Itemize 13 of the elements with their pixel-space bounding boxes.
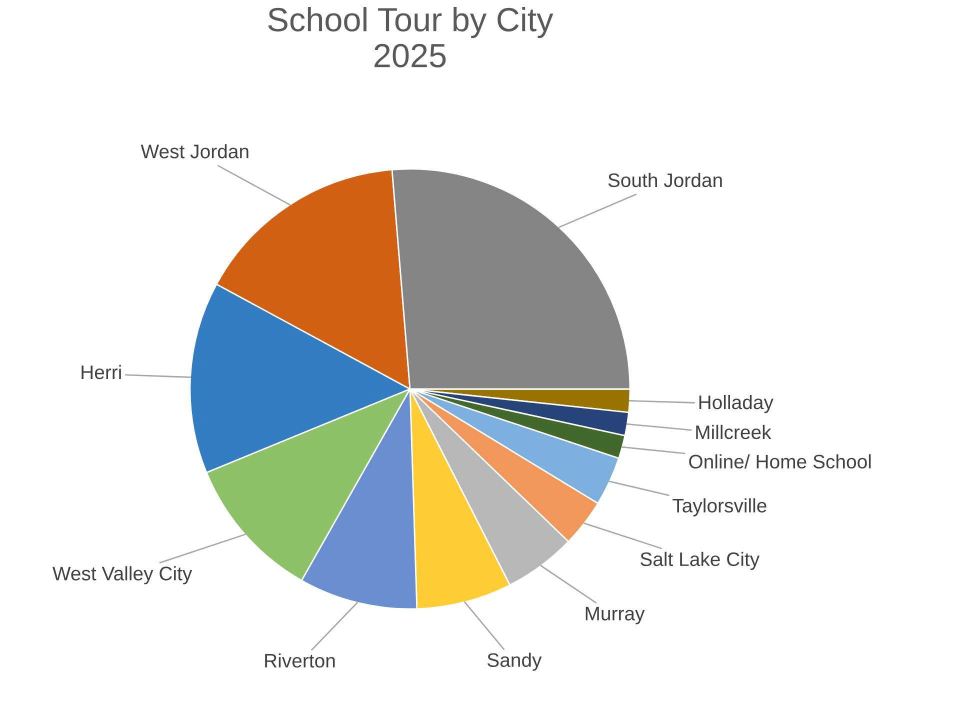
slice-label: Holladay xyxy=(699,394,774,414)
chart-title: School Tour by City 2025 xyxy=(268,7,554,68)
slice-label: Murray xyxy=(586,606,645,624)
slice-label: Millcreek xyxy=(696,424,772,440)
slice-label: Sandy xyxy=(488,652,542,671)
slice-label: South Jordan xyxy=(608,172,722,188)
slice-label: Riverton xyxy=(265,653,335,668)
slice-label: Herri xyxy=(82,364,121,380)
slice-label: Salt Lake City xyxy=(640,552,760,570)
slice-label: Online/ Home School xyxy=(689,454,871,469)
slice-label: West Valley City xyxy=(52,566,192,584)
slice-label: West Jordan xyxy=(140,144,248,158)
slice-label: Taylorsville xyxy=(672,498,766,516)
